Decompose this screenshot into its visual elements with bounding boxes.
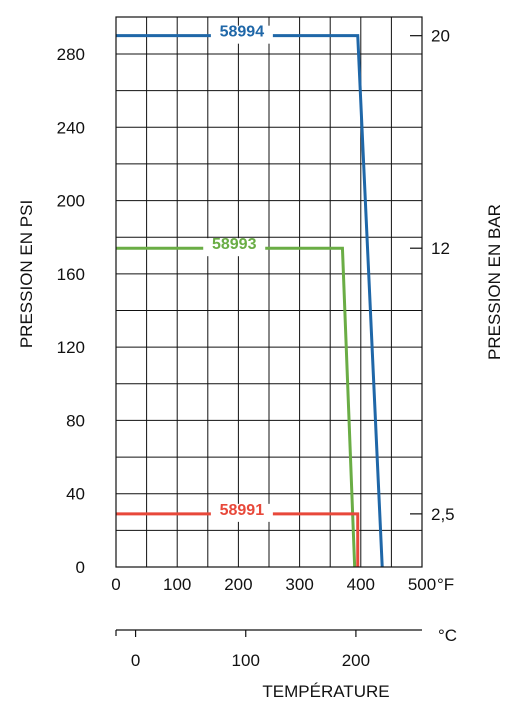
x2-unit-label: °C: [438, 626, 457, 645]
y-axis-psi: 0 40 80 120 160 200 240 280: [57, 45, 85, 577]
series-label-58994: 58994: [220, 24, 265, 41]
series-label-58993: 58993: [212, 236, 257, 253]
y2-tick-label: 12: [431, 239, 450, 258]
x-axis-fahrenheit: 0 100 200 300 400 500: [111, 575, 436, 594]
x-unit-label: °F: [437, 575, 454, 594]
plot-border: [115, 16, 423, 568]
grid: [116, 17, 422, 567]
x-tick-label: 0: [111, 575, 120, 594]
y-tick-label: 0: [76, 558, 85, 577]
y-tick-label: 200: [57, 192, 85, 211]
y-tick-label: 240: [57, 118, 85, 137]
y2-tick-label: 2,5: [431, 505, 455, 524]
x-axis-title: TEMPÉRATURE: [262, 682, 389, 701]
x2-tick-label: 200: [342, 651, 370, 670]
x-tick-label: 200: [224, 575, 252, 594]
series-line-58991: [116, 512, 360, 567]
x-tick-label: 300: [285, 575, 313, 594]
y2-axis-title: PRESSION EN BAR: [485, 204, 504, 360]
x-tick-label: 400: [347, 575, 375, 594]
series-lines: 58994 58993 58991: [116, 24, 384, 568]
x-tick-label: 500: [408, 575, 436, 594]
plot-frame: [115, 16, 423, 568]
series-label-background: [203, 238, 266, 257]
y-tick-label: 160: [57, 265, 85, 284]
y-tick-label: 280: [57, 45, 85, 64]
x-tick-label: 100: [163, 575, 191, 594]
series-label-background: [210, 25, 273, 44]
series-line-58994: [116, 34, 384, 568]
series-line-58993: [116, 246, 357, 568]
x-axis-celsius: 0 100 200: [115, 629, 422, 670]
x2-tick-label: 0: [131, 651, 140, 670]
y2-tick-label: 20: [431, 27, 450, 46]
y-tick-label: 40: [66, 485, 85, 504]
y-axis-bar: 20 12 2,5: [410, 27, 455, 524]
series-label-background: [210, 503, 273, 522]
y-tick-label: 120: [57, 338, 85, 357]
y-axis-title: PRESSION EN PSI: [17, 200, 36, 348]
x2-tick-label: 100: [232, 651, 260, 670]
y-tick-label: 80: [66, 411, 85, 430]
series-label-58991: 58991: [220, 502, 265, 519]
